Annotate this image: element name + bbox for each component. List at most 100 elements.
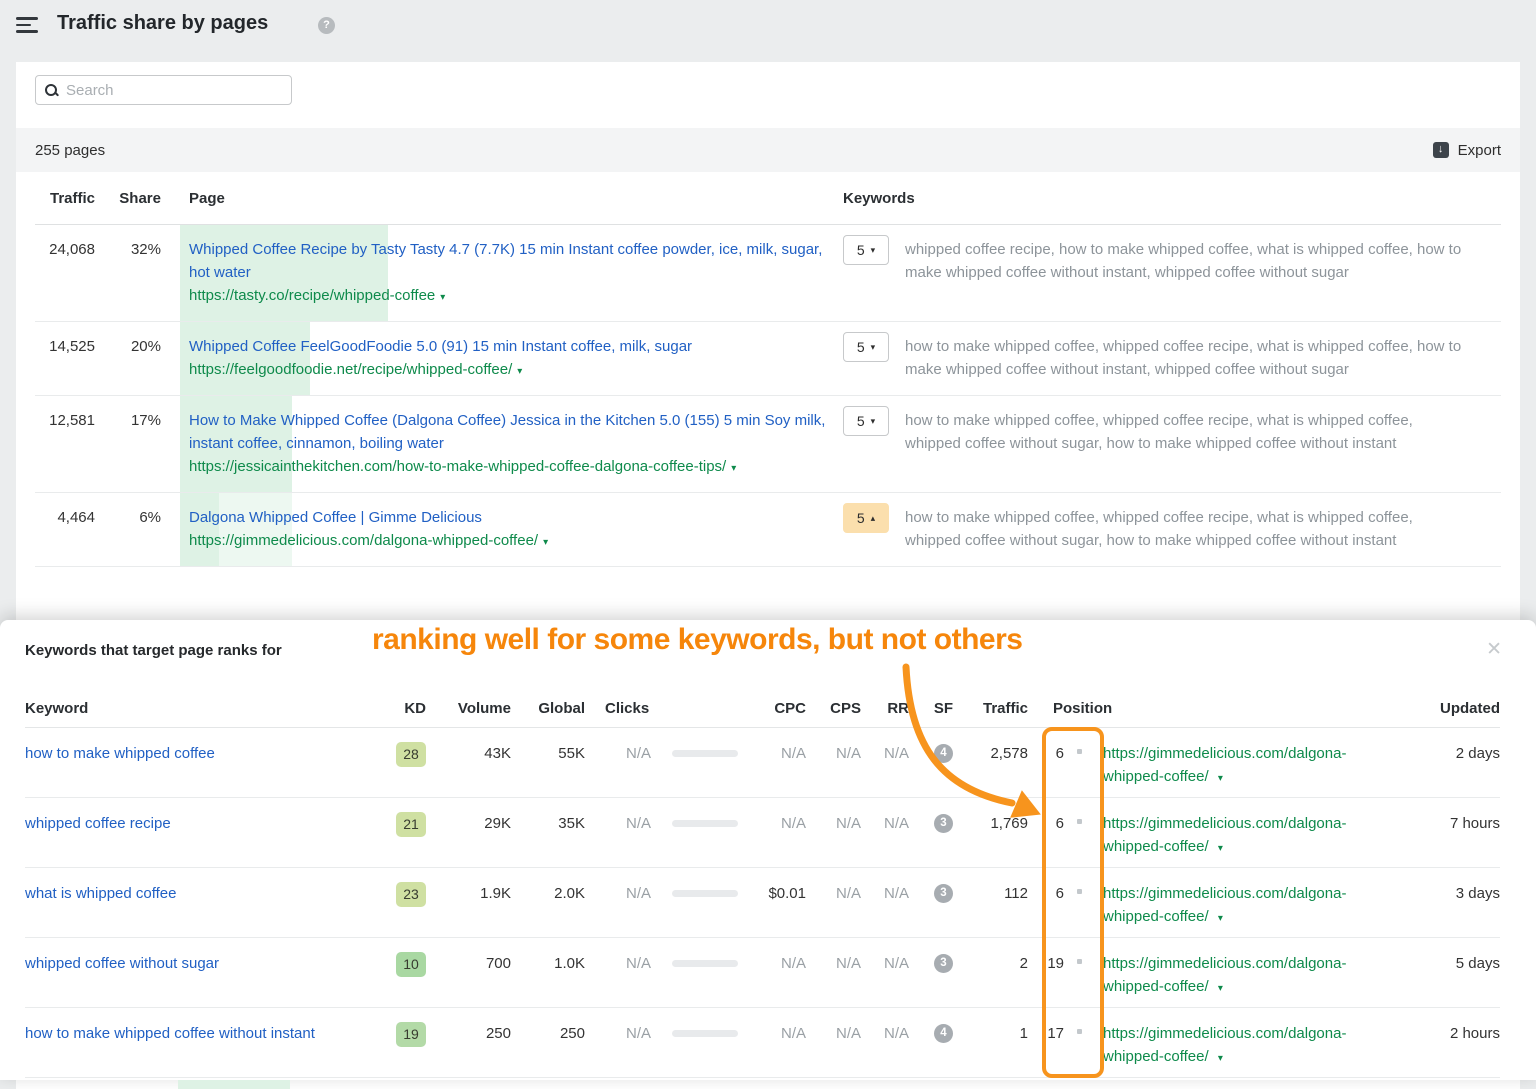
menu-icon[interactable] xyxy=(16,17,38,33)
serp-features-badge[interactable]: 4 xyxy=(934,1024,953,1043)
global-volume-value: 55K xyxy=(558,745,585,762)
serp-features-badge[interactable]: 3 xyxy=(934,814,953,833)
chevron-down-icon[interactable]: ▾ xyxy=(1217,1053,1223,1064)
col-rr[interactable]: RR xyxy=(887,700,909,717)
serp-features-badge[interactable]: 3 xyxy=(934,954,953,973)
chevron-down-icon[interactable]: ▾ xyxy=(1217,913,1223,924)
keywords-table: Keyword KD Volume Global Clicks CPC CPS … xyxy=(0,690,1536,1078)
global-volume-value: 2.0K xyxy=(554,885,585,902)
keywords-caret-icon: ▾ xyxy=(870,244,876,255)
page-url-link[interactable]: https://tasty.co/recipe/whipped-coffee xyxy=(189,287,436,304)
chevron-down-icon[interactable]: ▾ xyxy=(517,366,523,377)
keywords-caret-icon: ▾ xyxy=(870,415,876,426)
col-keywords[interactable]: Keywords xyxy=(843,189,915,207)
col-traffic[interactable]: Traffic xyxy=(982,700,1028,717)
keywords-list: how to make whipped coffee, whipped coff… xyxy=(905,412,1413,452)
keywords-count-button[interactable]: 5 ▾ xyxy=(843,332,889,362)
ranking-url-line2: whipped-coffee/ xyxy=(1103,838,1209,855)
serp-features-badge[interactable]: 4 xyxy=(934,744,953,763)
col-cpc[interactable]: CPC xyxy=(774,700,806,717)
cps-value: N/A xyxy=(835,885,861,902)
search-input[interactable] xyxy=(66,81,282,99)
ranking-url-line1: https://gimmedelicious.com/dalgona- xyxy=(1103,815,1347,832)
keywords-cell: 5 ▾ how to make whipped coffee, whipped … xyxy=(843,406,1501,480)
export-button[interactable]: ↓ Export xyxy=(1432,142,1501,159)
kd-badge: 19 xyxy=(396,1022,426,1047)
col-sf[interactable]: SF xyxy=(933,700,953,717)
close-icon[interactable]: ✕ xyxy=(1486,639,1502,660)
ranking-url-link[interactable]: https://gimmedelicious.com/dalgona-whipp… xyxy=(1103,882,1428,930)
chevron-down-icon[interactable]: ▾ xyxy=(543,537,549,548)
traffic-value: 1,769 xyxy=(990,815,1028,832)
ranking-url-cell: https://gimmedelicious.com/dalgona-whipp… xyxy=(1103,1022,1428,1077)
kd-badge: 28 xyxy=(396,742,426,767)
search-icon xyxy=(45,83,58,97)
clicks-value: N/A xyxy=(625,885,651,902)
ranking-url-link[interactable]: https://gimmedelicious.com/dalgona-whipp… xyxy=(1103,812,1428,860)
position-value: 19 xyxy=(1047,955,1064,972)
col-page[interactable]: Page xyxy=(189,189,225,207)
page-title-link[interactable]: Whipped Coffee Recipe by Tasty Tasty 4.7… xyxy=(189,241,823,281)
serp-features-badge[interactable]: 3 xyxy=(934,884,953,903)
cpc-value: N/A xyxy=(780,815,806,832)
ranking-url-link[interactable]: https://gimmedelicious.com/dalgona-whipp… xyxy=(1103,1022,1428,1070)
ranking-url-link[interactable]: https://gimmedelicious.com/dalgona-whipp… xyxy=(1103,742,1428,790)
clicks-value: N/A xyxy=(625,955,651,972)
keyword-link[interactable]: how to make whipped coffee without insta… xyxy=(25,1025,315,1042)
col-cps[interactable]: CPS xyxy=(830,700,861,717)
clicks-ratio-bar xyxy=(672,750,738,757)
chevron-down-icon[interactable]: ▾ xyxy=(1217,843,1223,854)
page-title-link[interactable]: How to Make Whipped Coffee (Dalgona Coff… xyxy=(189,412,826,452)
search-box[interactable] xyxy=(35,75,292,105)
page-title-link[interactable]: Whipped Coffee FeelGoodFoodie 5.0 (91) 1… xyxy=(189,338,693,355)
global-volume-value: 35K xyxy=(558,815,585,832)
cps-value: N/A xyxy=(835,815,861,832)
keywords-modal: Keywords that target page ranks for rank… xyxy=(0,620,1536,1080)
updated-value: 5 days xyxy=(1455,955,1500,972)
keywords-cell: 5 ▾ whipped coffee recipe, how to make w… xyxy=(843,235,1501,309)
rr-value: N/A xyxy=(883,885,909,902)
keywords-count-button[interactable]: 5 ▴ xyxy=(843,503,889,533)
keyword-row: how to make whipped coffee without insta… xyxy=(25,1008,1500,1078)
page-cell: Dalgona Whipped Coffee | Gimme Delicious… xyxy=(189,506,829,554)
keywords-count-button[interactable]: 5 ▾ xyxy=(843,235,889,265)
page-url-link[interactable]: https://feelgoodfoodie.net/recipe/whippe… xyxy=(189,361,513,378)
keyword-link[interactable]: whipped coffee without sugar xyxy=(25,955,220,972)
updated-value: 3 days xyxy=(1455,885,1500,902)
chevron-down-icon[interactable]: ▾ xyxy=(731,463,737,474)
help-icon[interactable]: ? xyxy=(318,17,335,34)
keyword-link[interactable]: whipped coffee recipe xyxy=(25,815,171,832)
keyword-link[interactable]: what is whipped coffee xyxy=(25,885,177,902)
volume-value: 1.9K xyxy=(480,885,511,902)
keywords-caret-icon: ▴ xyxy=(870,512,876,523)
col-global[interactable]: Global xyxy=(538,700,585,717)
table-row: 4,464 6% Dalgona Whipped Coffee | Gimme … xyxy=(35,493,1501,567)
keyword-row: whipped coffee recipe 21 29K 35K N/A N/A… xyxy=(25,798,1500,868)
ranking-url-link[interactable]: https://gimmedelicious.com/dalgona-whipp… xyxy=(1103,952,1428,1000)
page-title-link[interactable]: Dalgona Whipped Coffee | Gimme Delicious xyxy=(189,509,482,526)
page-url-link[interactable]: https://jessicainthekitchen.com/how-to-m… xyxy=(189,458,727,475)
col-position[interactable]: Position xyxy=(1053,700,1113,717)
col-keyword[interactable]: Keyword xyxy=(25,700,89,717)
chevron-down-icon[interactable]: ▾ xyxy=(1217,773,1223,784)
chevron-down-icon[interactable]: ▾ xyxy=(440,292,446,303)
col-traffic[interactable]: Traffic xyxy=(49,189,95,207)
cpc-value: $0.01 xyxy=(768,885,806,902)
page-url-link[interactable]: https://gimmedelicious.com/dalgona-whipp… xyxy=(189,532,539,549)
position-value: 6 xyxy=(1055,745,1064,762)
chevron-down-icon[interactable]: ▾ xyxy=(1217,983,1223,994)
col-share[interactable]: Share xyxy=(119,189,161,207)
col-updated[interactable]: Updated xyxy=(1440,700,1500,717)
col-clicks[interactable]: Clicks xyxy=(605,700,650,717)
ranking-url-line2: whipped-coffee/ xyxy=(1103,768,1209,785)
pages-table-header: Traffic Share Page Keywords xyxy=(35,172,1501,225)
keyword-link[interactable]: how to make whipped coffee xyxy=(25,745,215,762)
cpc-value: N/A xyxy=(780,1025,806,1042)
updated-value: 2 hours xyxy=(1449,1025,1500,1042)
traffic-share-bar xyxy=(180,322,310,395)
col-kd[interactable]: KD xyxy=(404,700,426,717)
keywords-count-button[interactable]: 5 ▾ xyxy=(843,406,889,436)
keywords-count: 5 xyxy=(856,510,865,526)
col-volume[interactable]: Volume xyxy=(457,700,511,717)
cps-value: N/A xyxy=(835,955,861,972)
